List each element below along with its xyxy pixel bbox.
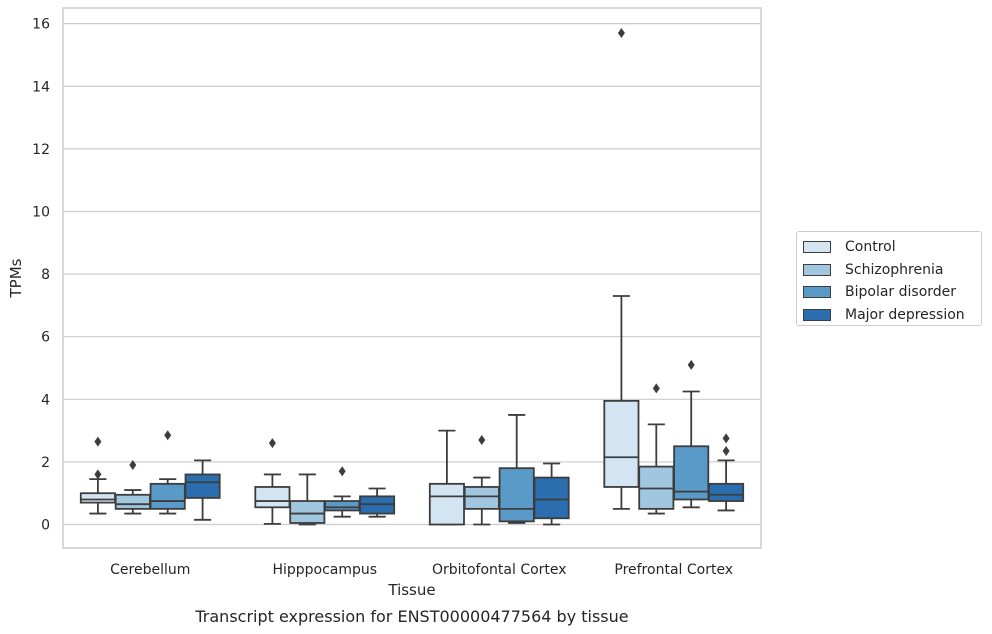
x-tick-label: Hipppocampus <box>272 562 377 578</box>
legend-item: Bipolar disorder <box>803 283 956 301</box>
legend-label: Control <box>845 239 896 255</box>
box-body <box>603 399 640 488</box>
box-body <box>114 493 151 510</box>
box-control <box>79 436 116 515</box>
box-body <box>184 473 221 499</box>
outlier-point <box>129 460 137 471</box>
box-bipolar-disorder <box>149 430 186 515</box>
box-body <box>289 500 326 524</box>
x-tick-label: Prefrontal Cortex <box>614 562 733 578</box>
box-body <box>533 476 570 520</box>
x-axis-ticks: Cerebellum Hipppocampus Orbitofontal Corte… <box>110 562 733 578</box>
box-bipolar-disorder <box>673 359 710 509</box>
legend-swatch <box>803 263 831 276</box>
box-schizophrenia <box>114 460 151 515</box>
box-body <box>708 482 745 502</box>
outlier-point <box>338 466 346 477</box>
legend-label: Schizophrenia <box>845 261 944 278</box>
box-schizophrenia <box>289 473 326 526</box>
box-groups <box>79 28 745 526</box>
box-body <box>463 486 500 510</box>
x-tick-label: Orbitofontal Cortex <box>432 562 567 578</box>
box-major-depression <box>184 459 221 521</box>
legend-label: Bipolar disorder <box>845 284 957 300</box>
outlier-point <box>164 430 172 441</box>
outlier-point <box>94 436 102 447</box>
box-body <box>324 500 361 512</box>
plot-frame <box>62 7 762 549</box>
box-body <box>428 482 465 526</box>
outlier-point <box>94 469 102 480</box>
y-tick-label: 6 <box>41 330 50 346</box>
chart-caption: Transcript expression for ENST0000047756… <box>194 607 628 626</box>
outlier-point <box>722 433 730 444</box>
box-schizophrenia <box>463 435 500 526</box>
box-bipolar-disorder <box>498 414 535 524</box>
y-tick-label: 12 <box>32 142 50 158</box>
y-tick-label: 10 <box>32 204 50 220</box>
box-major-depression <box>708 433 745 512</box>
box-body <box>498 467 535 523</box>
legend-label: Major depression <box>845 306 965 323</box>
outlier-point <box>478 435 486 445</box>
gridlines <box>63 23 761 526</box>
outlier-point <box>722 445 730 456</box>
legend-swatch <box>803 286 831 298</box>
legend-item: Schizophrenia <box>803 261 943 279</box>
y-axis-ticks: 0 2 4 6 8 10 12 14 16 <box>32 17 50 534</box>
box-body <box>79 492 116 504</box>
legend-item: Control <box>803 238 896 256</box>
legend-swatch <box>803 241 831 253</box>
legend-item: Major depression <box>803 306 965 324</box>
y-tick-label: 4 <box>41 392 50 408</box>
x-tick-label: Cerebellum <box>110 562 190 578</box>
box-control <box>603 28 640 510</box>
y-tick-label: 14 <box>32 79 50 95</box>
outlier-point <box>652 383 660 394</box>
outlier-point <box>687 359 695 370</box>
legend: Control Schizophrenia Bipolar disorder Majo… <box>796 231 982 326</box>
box-body <box>254 486 291 509</box>
y-tick-label: 0 <box>41 518 50 534</box>
box-major-depression <box>359 487 396 518</box>
box-control <box>254 438 291 525</box>
legend-swatch <box>803 308 831 321</box>
box-body <box>149 482 186 510</box>
box-major-depression <box>533 462 570 526</box>
box-control <box>428 429 465 526</box>
outlier-point <box>268 438 276 449</box>
y-tick-label: 8 <box>41 267 50 283</box>
y-axis-label: TPMs <box>7 258 25 298</box>
x-axis-label: Tissue <box>387 581 435 599</box>
y-tick-label: 16 <box>32 17 50 33</box>
box-bipolar-disorder <box>324 466 361 518</box>
outlier-point <box>617 28 625 39</box>
box-schizophrenia <box>638 383 675 515</box>
y-tick-label: 2 <box>41 455 50 471</box>
box-body <box>673 445 710 501</box>
